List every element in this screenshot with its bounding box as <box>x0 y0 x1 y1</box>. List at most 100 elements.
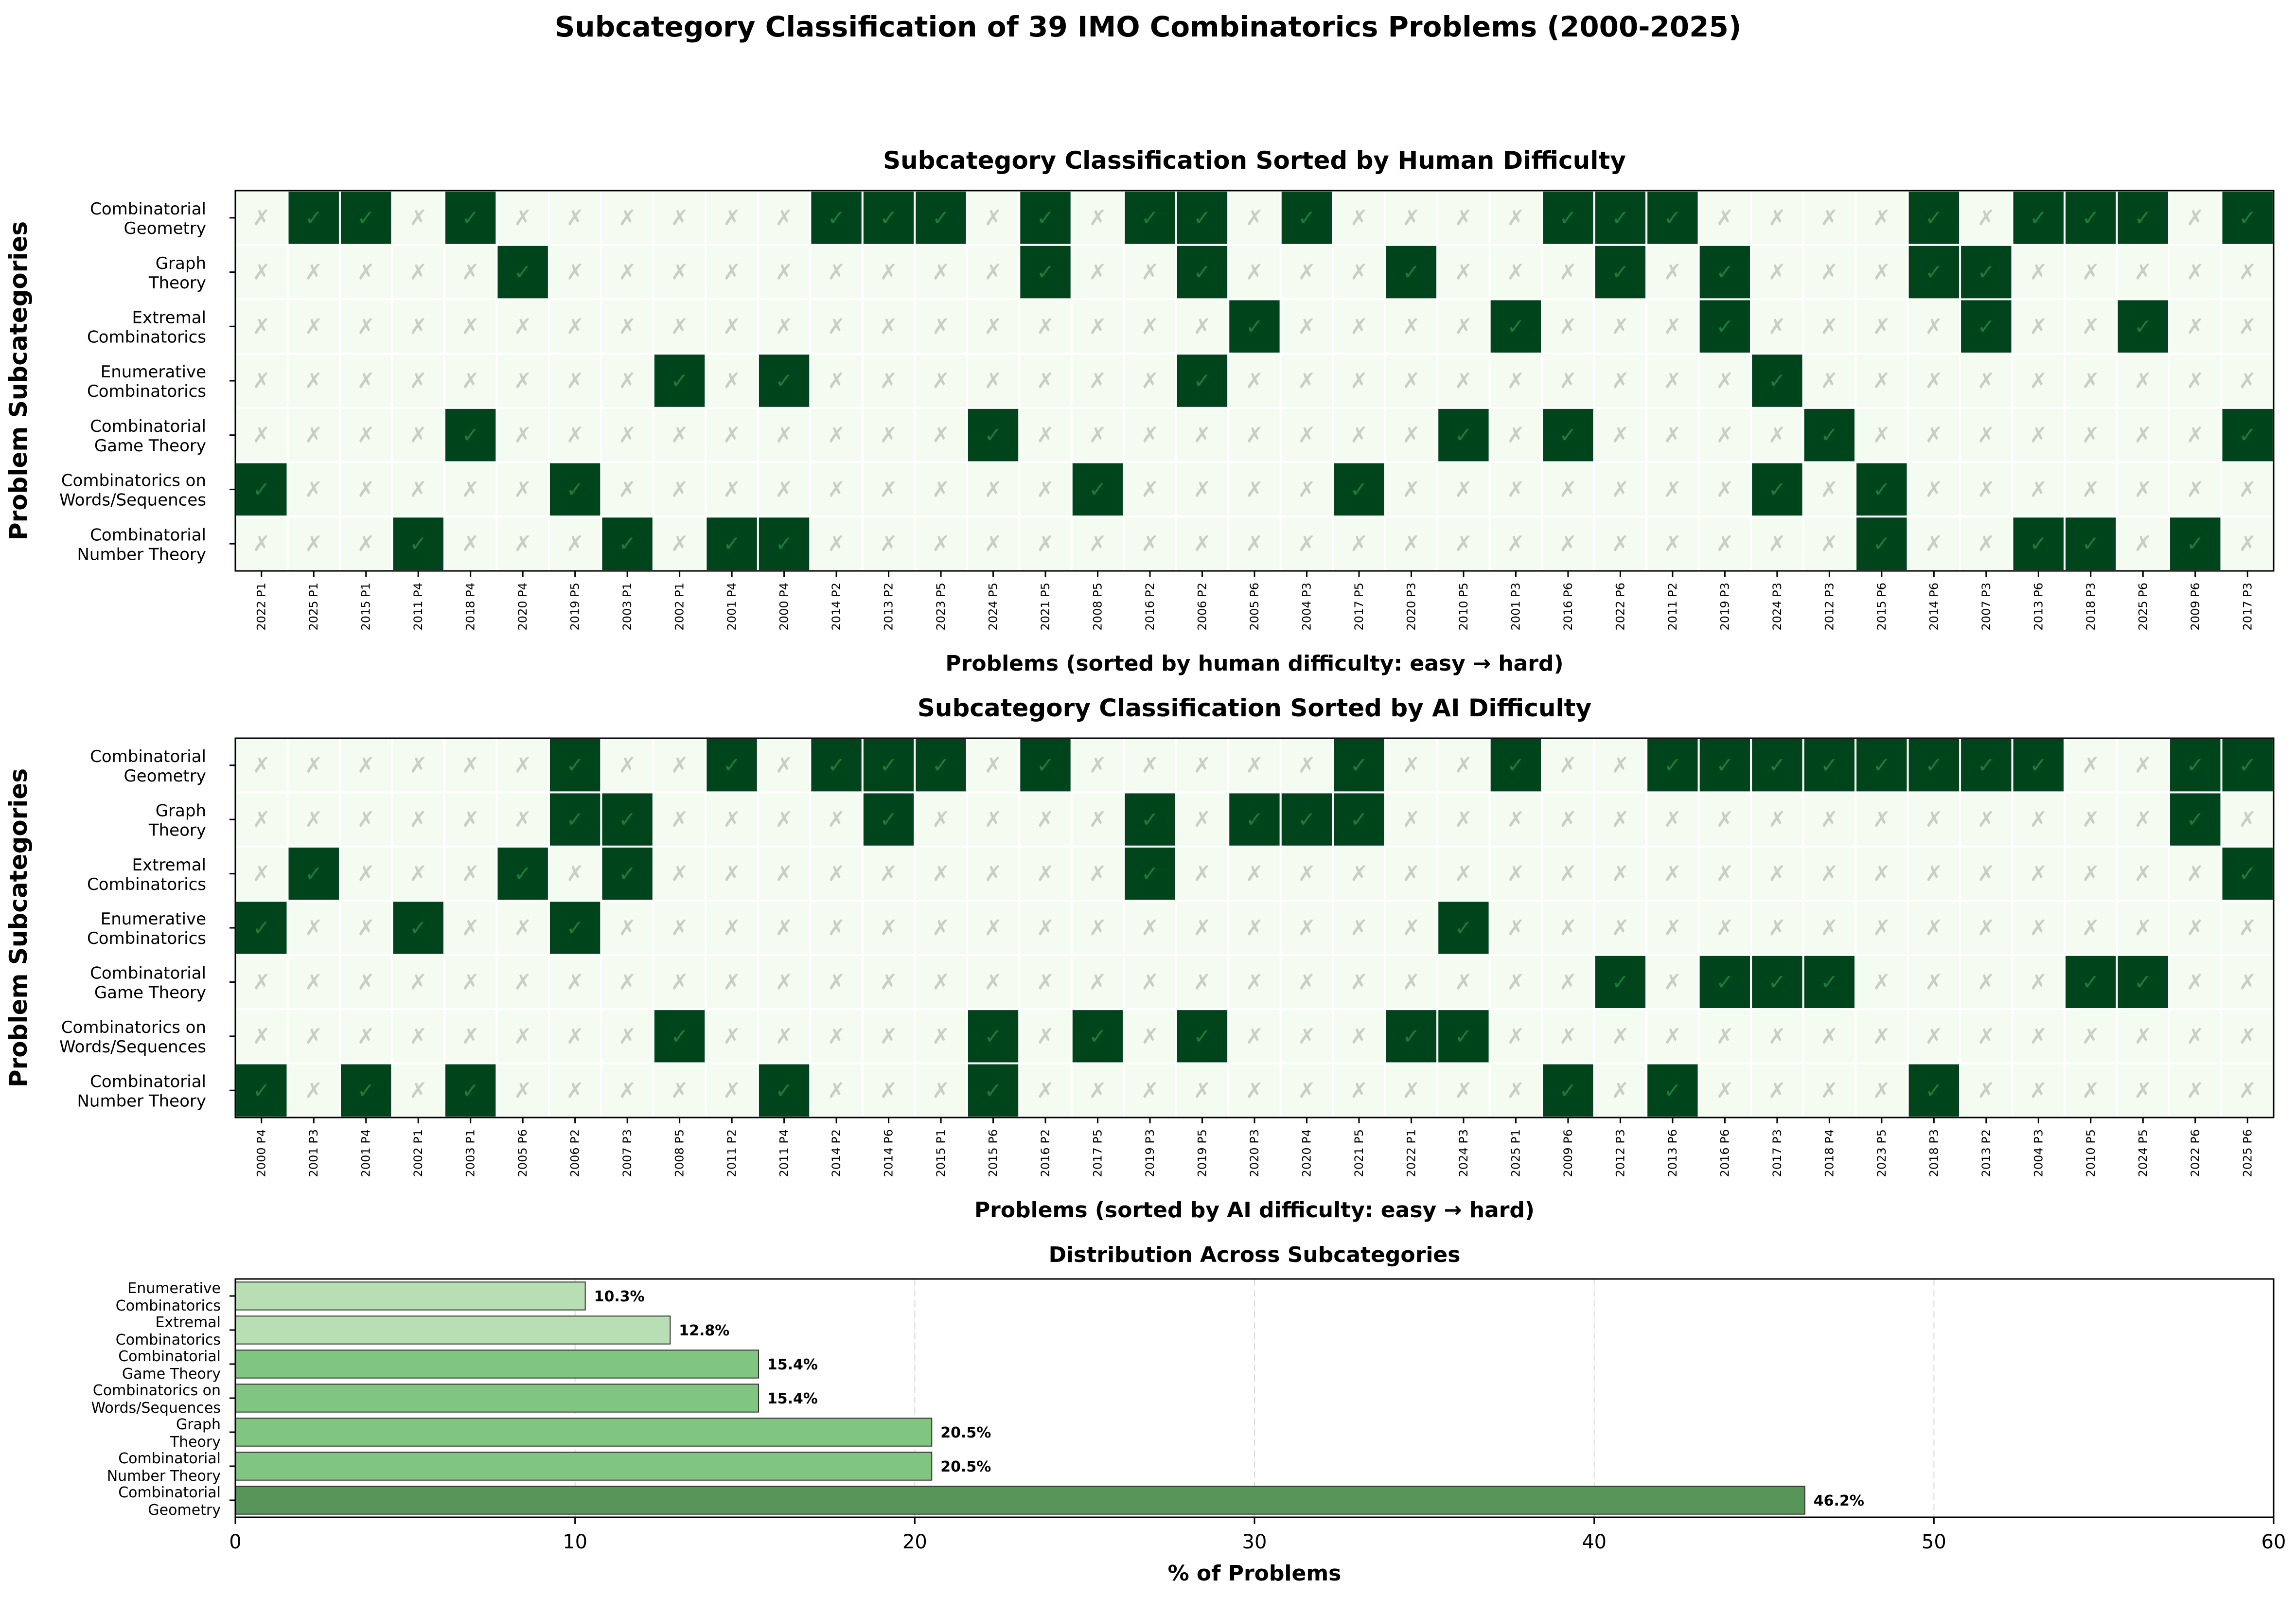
heatmap-cell <box>2116 1062 2171 1119</box>
heatmap-cell <box>1123 900 1177 956</box>
bar-value-label: 10.3% <box>594 1288 645 1305</box>
cross-icon: ✗ <box>409 862 427 887</box>
cross-icon: ✗ <box>1246 1078 1264 1103</box>
cross-icon: ✗ <box>1037 314 1055 339</box>
heatmap-cell <box>1593 1008 1648 1065</box>
heatmap-cell <box>2011 407 2066 463</box>
check-icon: ✓ <box>2134 314 2152 339</box>
cross-icon: ✗ <box>409 369 427 393</box>
cross-icon: ✗ <box>514 477 532 502</box>
cross-icon: ✗ <box>1925 477 1943 502</box>
cross-icon: ✗ <box>1089 862 1107 887</box>
heatmap-cell <box>861 515 916 572</box>
heatmap-cell <box>861 900 916 956</box>
cross-icon: ✗ <box>1193 1078 1211 1103</box>
heatmap-cell <box>1750 791 1804 848</box>
cross-icon: ✗ <box>671 916 689 941</box>
cross-icon: ✗ <box>1246 369 1264 393</box>
cross-icon: ✗ <box>252 1024 270 1049</box>
cross-icon: ✗ <box>1925 1024 1943 1049</box>
cross-icon: ✗ <box>1350 1024 1368 1049</box>
cross-icon: ✗ <box>1820 206 1838 231</box>
column-label: 2017 P5 <box>1352 583 1366 630</box>
cross-icon: ✗ <box>671 753 689 778</box>
cross-icon: ✗ <box>461 970 479 994</box>
cross-icon: ✗ <box>1193 314 1211 339</box>
heatmap-cell <box>1750 353 1804 409</box>
cross-icon: ✗ <box>2239 369 2257 393</box>
cross-icon: ✗ <box>1611 532 1629 556</box>
cross-icon: ✗ <box>514 970 532 994</box>
cross-icon: ✗ <box>723 314 741 339</box>
heatmap-cell <box>1593 845 1648 902</box>
column-label: 2001 P3 <box>307 1129 320 1177</box>
bar-value-label: 46.2% <box>1814 1492 1864 1509</box>
heatmap-cell <box>234 954 289 1011</box>
cross-icon: ✗ <box>880 369 898 393</box>
heatmap-cell <box>809 791 864 848</box>
cross-icon: ✗ <box>1507 1078 1525 1103</box>
cross-icon: ✗ <box>514 807 532 832</box>
heatmap-title: Subcategory Classification Sorted by Hum… <box>883 146 1626 175</box>
heatmap-cell <box>1854 515 1909 572</box>
heatmap-cell <box>1593 461 1648 518</box>
cross-icon: ✗ <box>1872 260 1890 285</box>
cross-icon: ✗ <box>2082 916 2100 941</box>
heatmap-cell <box>1436 407 1491 463</box>
row-label: Enumerative Combinatorics <box>87 909 206 948</box>
column-label: 2016 P2 <box>1039 1129 1052 1177</box>
row-label: Extremal Combinatorics <box>87 308 206 347</box>
heatmap-cell <box>1959 1008 2013 1065</box>
cross-icon: ✗ <box>1141 314 1159 339</box>
check-icon: ✓ <box>2239 423 2257 448</box>
cross-icon: ✗ <box>1507 369 1525 393</box>
heatmap-cell <box>1959 461 2013 518</box>
check-icon: ✓ <box>357 1078 375 1103</box>
y-axis-label: Problem Subcategories <box>4 768 33 1087</box>
heatmap-cell <box>2011 737 2066 794</box>
heatmap-cell <box>652 298 707 355</box>
cross-icon: ✗ <box>671 532 689 556</box>
cross-icon: ✗ <box>357 260 375 285</box>
cross-icon: ✗ <box>252 314 270 339</box>
heatmap-cell <box>548 407 602 463</box>
cross-icon: ✗ <box>461 260 479 285</box>
heatmap-cell <box>1488 900 1543 956</box>
cross-icon: ✗ <box>514 916 532 941</box>
cross-icon: ✗ <box>252 206 270 231</box>
cross-icon: ✗ <box>671 260 689 285</box>
heatmap-cell <box>1593 190 1648 246</box>
heatmap-cell <box>1123 1008 1177 1065</box>
cross-icon: ✗ <box>2186 862 2204 887</box>
bar-value-label: 15.4% <box>767 1356 818 1373</box>
check-icon: ✓ <box>2186 807 2204 832</box>
cross-icon: ✗ <box>1820 260 1838 285</box>
heatmap-cell <box>705 407 759 463</box>
cross-icon: ✗ <box>1768 314 1786 339</box>
heatmap-cell <box>1018 244 1073 301</box>
cross-icon: ✗ <box>2082 314 2100 339</box>
column-label: 2018 P3 <box>1927 1129 1941 1177</box>
cross-icon: ✗ <box>723 260 741 285</box>
heatmap-cell <box>1227 954 1282 1011</box>
cross-icon: ✗ <box>2134 862 2152 887</box>
check-icon: ✓ <box>1977 314 1995 339</box>
check-icon: ✓ <box>1507 753 1525 778</box>
heatmap-cell <box>809 244 864 301</box>
check-icon: ✓ <box>1977 753 1995 778</box>
cross-icon: ✗ <box>1872 423 1890 448</box>
heatmap-cell <box>234 1062 289 1119</box>
cross-icon: ✗ <box>932 369 950 393</box>
row-label: Graph Theory <box>148 254 206 293</box>
column-label: 2020 P4 <box>1300 1129 1313 1177</box>
heatmap-cell <box>1332 791 1386 848</box>
cross-icon: ✗ <box>357 532 375 556</box>
cross-icon: ✗ <box>2134 423 2152 448</box>
check-icon: ✓ <box>305 206 323 231</box>
column-label: 2024 P5 <box>2136 1129 2150 1177</box>
heatmap-cell <box>1332 244 1386 301</box>
cross-icon: ✗ <box>1089 1078 1107 1103</box>
cross-icon: ✗ <box>1977 477 1995 502</box>
check-icon: ✓ <box>1820 423 1838 448</box>
column-label: 2016 P6 <box>1561 583 1575 630</box>
